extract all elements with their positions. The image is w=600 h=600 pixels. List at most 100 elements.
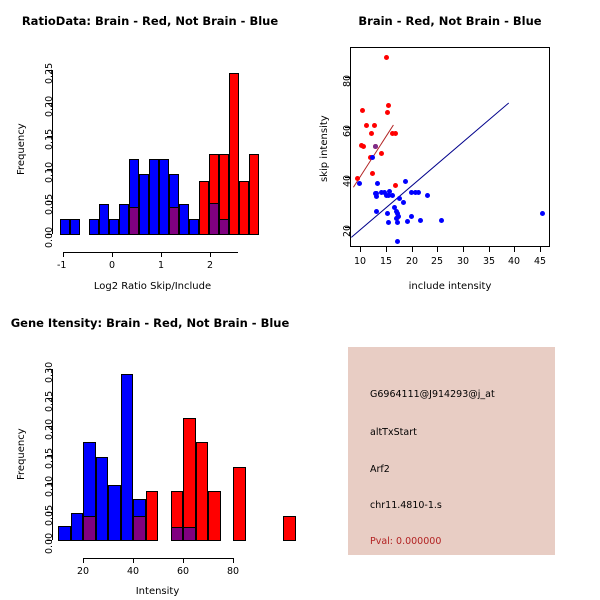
scatter-point-red	[371, 122, 377, 128]
gene-hist-x-ticklabel: 20	[77, 566, 90, 577]
ratio-hist-y-tick	[47, 201, 52, 202]
scatter-point-blue	[405, 218, 411, 224]
gene-hist-y-tick	[47, 426, 52, 427]
scatter-point-red	[393, 131, 399, 137]
ratio-hist-x-ticklabel: 2	[207, 260, 214, 271]
scatter-x-ticklabel: 40	[508, 256, 521, 267]
ratio-hist-bar	[249, 154, 259, 235]
scatter-point-blue	[413, 190, 419, 195]
ratio-hist-bar	[70, 219, 80, 235]
ratio-hist-bar	[60, 219, 70, 235]
ratio-hist-bar	[179, 204, 189, 235]
gene-histogram-title: Gene Itensity: Brain - Red, Not Brain - …	[10, 316, 290, 330]
scatter-point-blue	[396, 196, 402, 202]
gene-hist-bar-overlap	[83, 516, 96, 541]
scatter-point-red	[390, 131, 395, 137]
scatter-x-ticklabel: 15	[380, 256, 393, 267]
gene-hist-x-axis-title: Intensity	[135, 586, 180, 597]
scatter-point-red	[368, 131, 374, 137]
ratio-hist-bar	[139, 174, 149, 235]
ratio-hist-x-axis-title: Log2 Ratio Skip/Include	[93, 281, 212, 292]
gene-hist-bar-overlap	[171, 527, 183, 541]
scatter-y-ticklabel: 80	[342, 74, 353, 87]
ratio-hist-bar-overlap	[219, 219, 229, 235]
info-event-type: altTxStart	[370, 427, 417, 438]
scatter-x-axis-title: include intensity	[408, 281, 492, 292]
gene-hist-y-ticklabel: 0.30	[44, 361, 55, 383]
ratio-hist-x-tick	[112, 252, 113, 257]
info-probe-id: G6964111@J914293@j_at	[370, 389, 495, 400]
ratio-hist-bar	[99, 204, 109, 235]
gene-hist-y-ticklabel: 0.25	[44, 390, 55, 412]
scatter-y-ticklabel: 20	[342, 224, 353, 237]
scatter-point-blue	[356, 181, 362, 187]
gene-hist-y-tick	[47, 369, 52, 370]
scatter-x-ticklabel: 25	[431, 256, 444, 267]
ratio-hist-bar	[229, 73, 239, 235]
ratio-histogram-title: RatioData: Brain - Red, Not Brain - Blue	[21, 14, 279, 28]
scatter-point-red	[359, 107, 365, 113]
scatter-point-blue	[539, 211, 545, 217]
gene-hist-y-tick	[47, 398, 52, 399]
gene-hist-bar	[96, 457, 108, 541]
ratio-hist-y-ticklabel: 0.00	[44, 226, 55, 248]
gene-hist-bar	[58, 526, 71, 541]
scatter-point-blue	[439, 217, 445, 223]
ratio-hist-y-ticklabel: 0.05	[44, 193, 55, 215]
ratio-hist-bar	[89, 219, 99, 235]
ratio-hist-y-ticklabel: 0.15	[44, 128, 55, 150]
scatter-point-blue	[425, 192, 431, 198]
scatter-point-red	[379, 151, 385, 157]
ratio-hist-bar-overlap	[129, 207, 139, 235]
scatter-point-overlap	[373, 143, 378, 149]
gene-hist-bar	[146, 491, 158, 541]
gene-hist-y-tick	[47, 540, 52, 541]
scatter-x-tick	[360, 247, 361, 252]
ratio-hist-x-ticklabel: -1	[57, 260, 67, 271]
scatter-point-red	[370, 171, 375, 177]
ratio-hist-bar	[239, 181, 249, 235]
scatter-point-blue	[394, 238, 400, 244]
gene-hist-x-ticklabel: 80	[227, 566, 240, 577]
scatter-x-ticklabel: 30	[457, 256, 470, 267]
ratio-hist-bar-overlap	[169, 207, 179, 235]
scatter-x-tick	[514, 247, 515, 252]
gene-hist-y-tick	[47, 512, 52, 513]
gene-hist-x-tick	[183, 558, 184, 563]
gene-hist-y-axis-title: Frequency	[16, 428, 27, 480]
gene-hist-bar-overlap	[133, 516, 146, 541]
ratio-hist-bar	[119, 204, 129, 235]
scatter-point-blue	[394, 220, 400, 225]
scatter-y-axis-title: skip intensity	[319, 115, 330, 182]
gene-hist-y-axis	[52, 369, 53, 540]
ratio-histogram-panel: RatioData: Brain - Red, Not Brain - Blue…	[0, 0, 300, 300]
gene-hist-bar	[233, 467, 246, 541]
ratio-hist-y-ticklabel: 0.25	[44, 62, 55, 84]
ratio-hist-y-tick	[47, 169, 52, 170]
scatter-panel: Brain - Red, Not Brain - Blue	[300, 0, 600, 300]
scatter-point-blue	[408, 213, 414, 219]
gene-hist-x-ticklabel: 60	[177, 566, 190, 577]
gene-hist-y-tick	[47, 483, 52, 484]
scatter-point-blue	[374, 193, 380, 199]
scatter-plot-frame	[350, 47, 550, 247]
gene-hist-bar	[183, 418, 196, 541]
scatter-x-tick	[386, 247, 387, 252]
ratio-hist-y-tick	[47, 234, 52, 235]
scatter-x-ticklabel: 10	[354, 256, 367, 267]
scatter-point-blue	[400, 200, 406, 205]
gene-hist-bar	[121, 374, 133, 541]
ratio-hist-bar	[109, 219, 119, 235]
gene-hist-y-ticklabel: 0.00	[44, 532, 55, 554]
ratio-hist-y-axis-title: Frequency	[16, 123, 27, 175]
scatter-y-tick	[345, 227, 350, 228]
gene-hist-bar	[108, 485, 121, 541]
scatter-x-ticklabel: 35	[483, 256, 496, 267]
info-pval: Pval: 0.000000	[370, 536, 442, 547]
scatter-title: Brain - Red, Not Brain - Blue	[358, 14, 542, 28]
scatter-point-blue	[386, 220, 392, 225]
ratio-hist-bar	[199, 181, 209, 235]
scatter-point-blue	[379, 190, 385, 195]
ratio-hist-x-tick	[63, 252, 64, 257]
scatter-x-ticklabel: 45	[534, 256, 547, 267]
